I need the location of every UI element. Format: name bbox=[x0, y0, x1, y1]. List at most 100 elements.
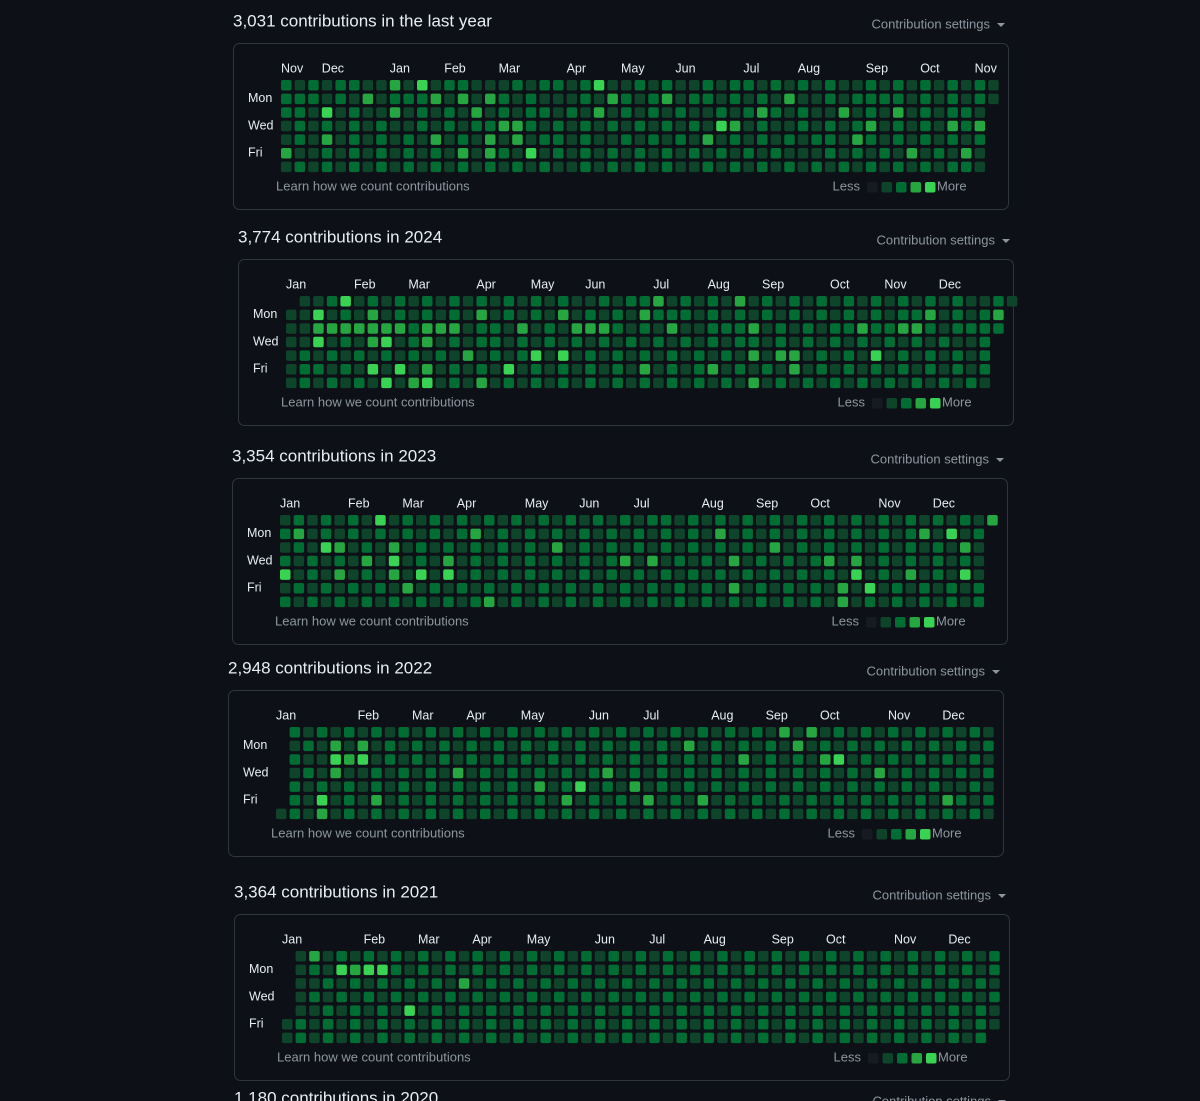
day-cell bbox=[666, 323, 678, 334]
day-cell bbox=[303, 727, 314, 738]
day-cell bbox=[802, 323, 814, 334]
learn-link[interactable]: Learn how we count contributions bbox=[271, 825, 465, 840]
day-cell bbox=[880, 1019, 891, 1030]
day-cell bbox=[907, 964, 919, 976]
learn-link[interactable]: Learn how we count contributions bbox=[275, 613, 469, 628]
day-cell bbox=[334, 528, 345, 540]
day-cell bbox=[348, 583, 359, 594]
day-cell bbox=[670, 808, 681, 820]
day-cell bbox=[810, 542, 821, 553]
settings-button[interactable]: Contribution settings bbox=[866, 663, 985, 678]
day-cell bbox=[321, 107, 333, 118]
day-cell bbox=[738, 767, 749, 779]
month-label: Mar bbox=[408, 277, 430, 291]
day-cell bbox=[565, 555, 577, 567]
day-cell bbox=[724, 808, 736, 820]
day-cell bbox=[417, 120, 428, 132]
day-cell bbox=[656, 781, 668, 792]
day-cell bbox=[938, 364, 950, 375]
day-cell bbox=[717, 964, 728, 976]
day-cell bbox=[566, 120, 578, 132]
day-cell bbox=[689, 93, 700, 105]
day-cell bbox=[416, 555, 427, 567]
day-cell bbox=[354, 350, 365, 361]
learn-link[interactable]: Learn how we count contributions bbox=[277, 1049, 471, 1064]
day-cell bbox=[707, 336, 719, 348]
day-cell bbox=[606, 528, 617, 540]
day-cell bbox=[639, 364, 651, 375]
day-cell bbox=[608, 991, 619, 1003]
day-cell bbox=[748, 309, 759, 321]
day-cell bbox=[675, 107, 686, 118]
day-cell bbox=[884, 350, 895, 361]
day-cell bbox=[775, 364, 787, 375]
day-cell bbox=[286, 309, 297, 321]
day-cell bbox=[398, 767, 409, 779]
day-cell bbox=[313, 336, 324, 348]
settings-button[interactable]: Contribution settings bbox=[871, 16, 990, 31]
day-cell bbox=[520, 767, 532, 779]
day-cell bbox=[812, 964, 823, 976]
day-cell bbox=[639, 323, 651, 334]
day-cell bbox=[643, 754, 654, 765]
day-cell bbox=[721, 323, 732, 334]
day-cell bbox=[350, 964, 361, 976]
day-cell bbox=[418, 978, 429, 989]
day-cell bbox=[592, 596, 604, 608]
learn-link[interactable]: Learn how we count contributions bbox=[281, 394, 475, 409]
day-cell bbox=[517, 364, 528, 375]
day-cell bbox=[485, 148, 496, 159]
day-cell bbox=[470, 569, 481, 580]
day-cell bbox=[471, 93, 482, 105]
day-cell bbox=[694, 323, 705, 334]
day-cell bbox=[721, 364, 732, 375]
day-cell bbox=[898, 336, 909, 348]
day-cell bbox=[826, 951, 837, 962]
settings-button[interactable]: Contribution settings bbox=[872, 1093, 991, 1101]
day-cell bbox=[629, 767, 641, 779]
day-cell bbox=[894, 1005, 905, 1016]
day-cell bbox=[865, 148, 877, 159]
day-cell bbox=[443, 569, 454, 580]
day-cell bbox=[486, 1019, 497, 1030]
day-cell bbox=[470, 555, 481, 567]
day-cell bbox=[884, 309, 895, 321]
day-cell bbox=[398, 727, 409, 738]
day-cell bbox=[648, 161, 659, 173]
day-cell bbox=[449, 336, 460, 348]
day-cell bbox=[363, 951, 375, 962]
month-label: Oct bbox=[810, 496, 830, 510]
day-cell bbox=[979, 336, 991, 348]
day-cell bbox=[565, 542, 577, 553]
day-cell bbox=[552, 583, 563, 594]
day-cell bbox=[662, 964, 674, 976]
day-cell bbox=[901, 808, 913, 820]
day-cell bbox=[579, 555, 590, 567]
day-cell bbox=[938, 350, 950, 361]
day-cell bbox=[466, 781, 477, 792]
settings-button[interactable]: Contribution settings bbox=[876, 232, 995, 247]
settings-button[interactable]: Contribution settings bbox=[872, 887, 991, 902]
day-cell bbox=[785, 951, 796, 962]
settings-button[interactable]: Contribution settings bbox=[870, 451, 989, 466]
day-cell bbox=[666, 350, 678, 361]
month-label: Feb bbox=[364, 932, 386, 946]
day-cell bbox=[361, 583, 373, 594]
day-cell bbox=[656, 740, 668, 752]
day-cell bbox=[907, 991, 919, 1003]
day-cell bbox=[571, 309, 583, 321]
day-cell bbox=[771, 964, 783, 976]
day-cell bbox=[540, 1032, 551, 1044]
day-cell bbox=[367, 350, 379, 361]
day-cell bbox=[730, 951, 742, 962]
day-cell bbox=[684, 727, 695, 738]
day-cell bbox=[961, 93, 972, 105]
day-cell bbox=[716, 120, 727, 132]
day-cell bbox=[629, 808, 641, 820]
learn-link[interactable]: Learn how we count contributions bbox=[276, 178, 470, 193]
day-cell bbox=[620, 542, 631, 553]
day-cell bbox=[408, 309, 419, 321]
day-cell bbox=[860, 754, 872, 765]
day-cell bbox=[362, 107, 374, 118]
day-cell bbox=[363, 978, 375, 989]
